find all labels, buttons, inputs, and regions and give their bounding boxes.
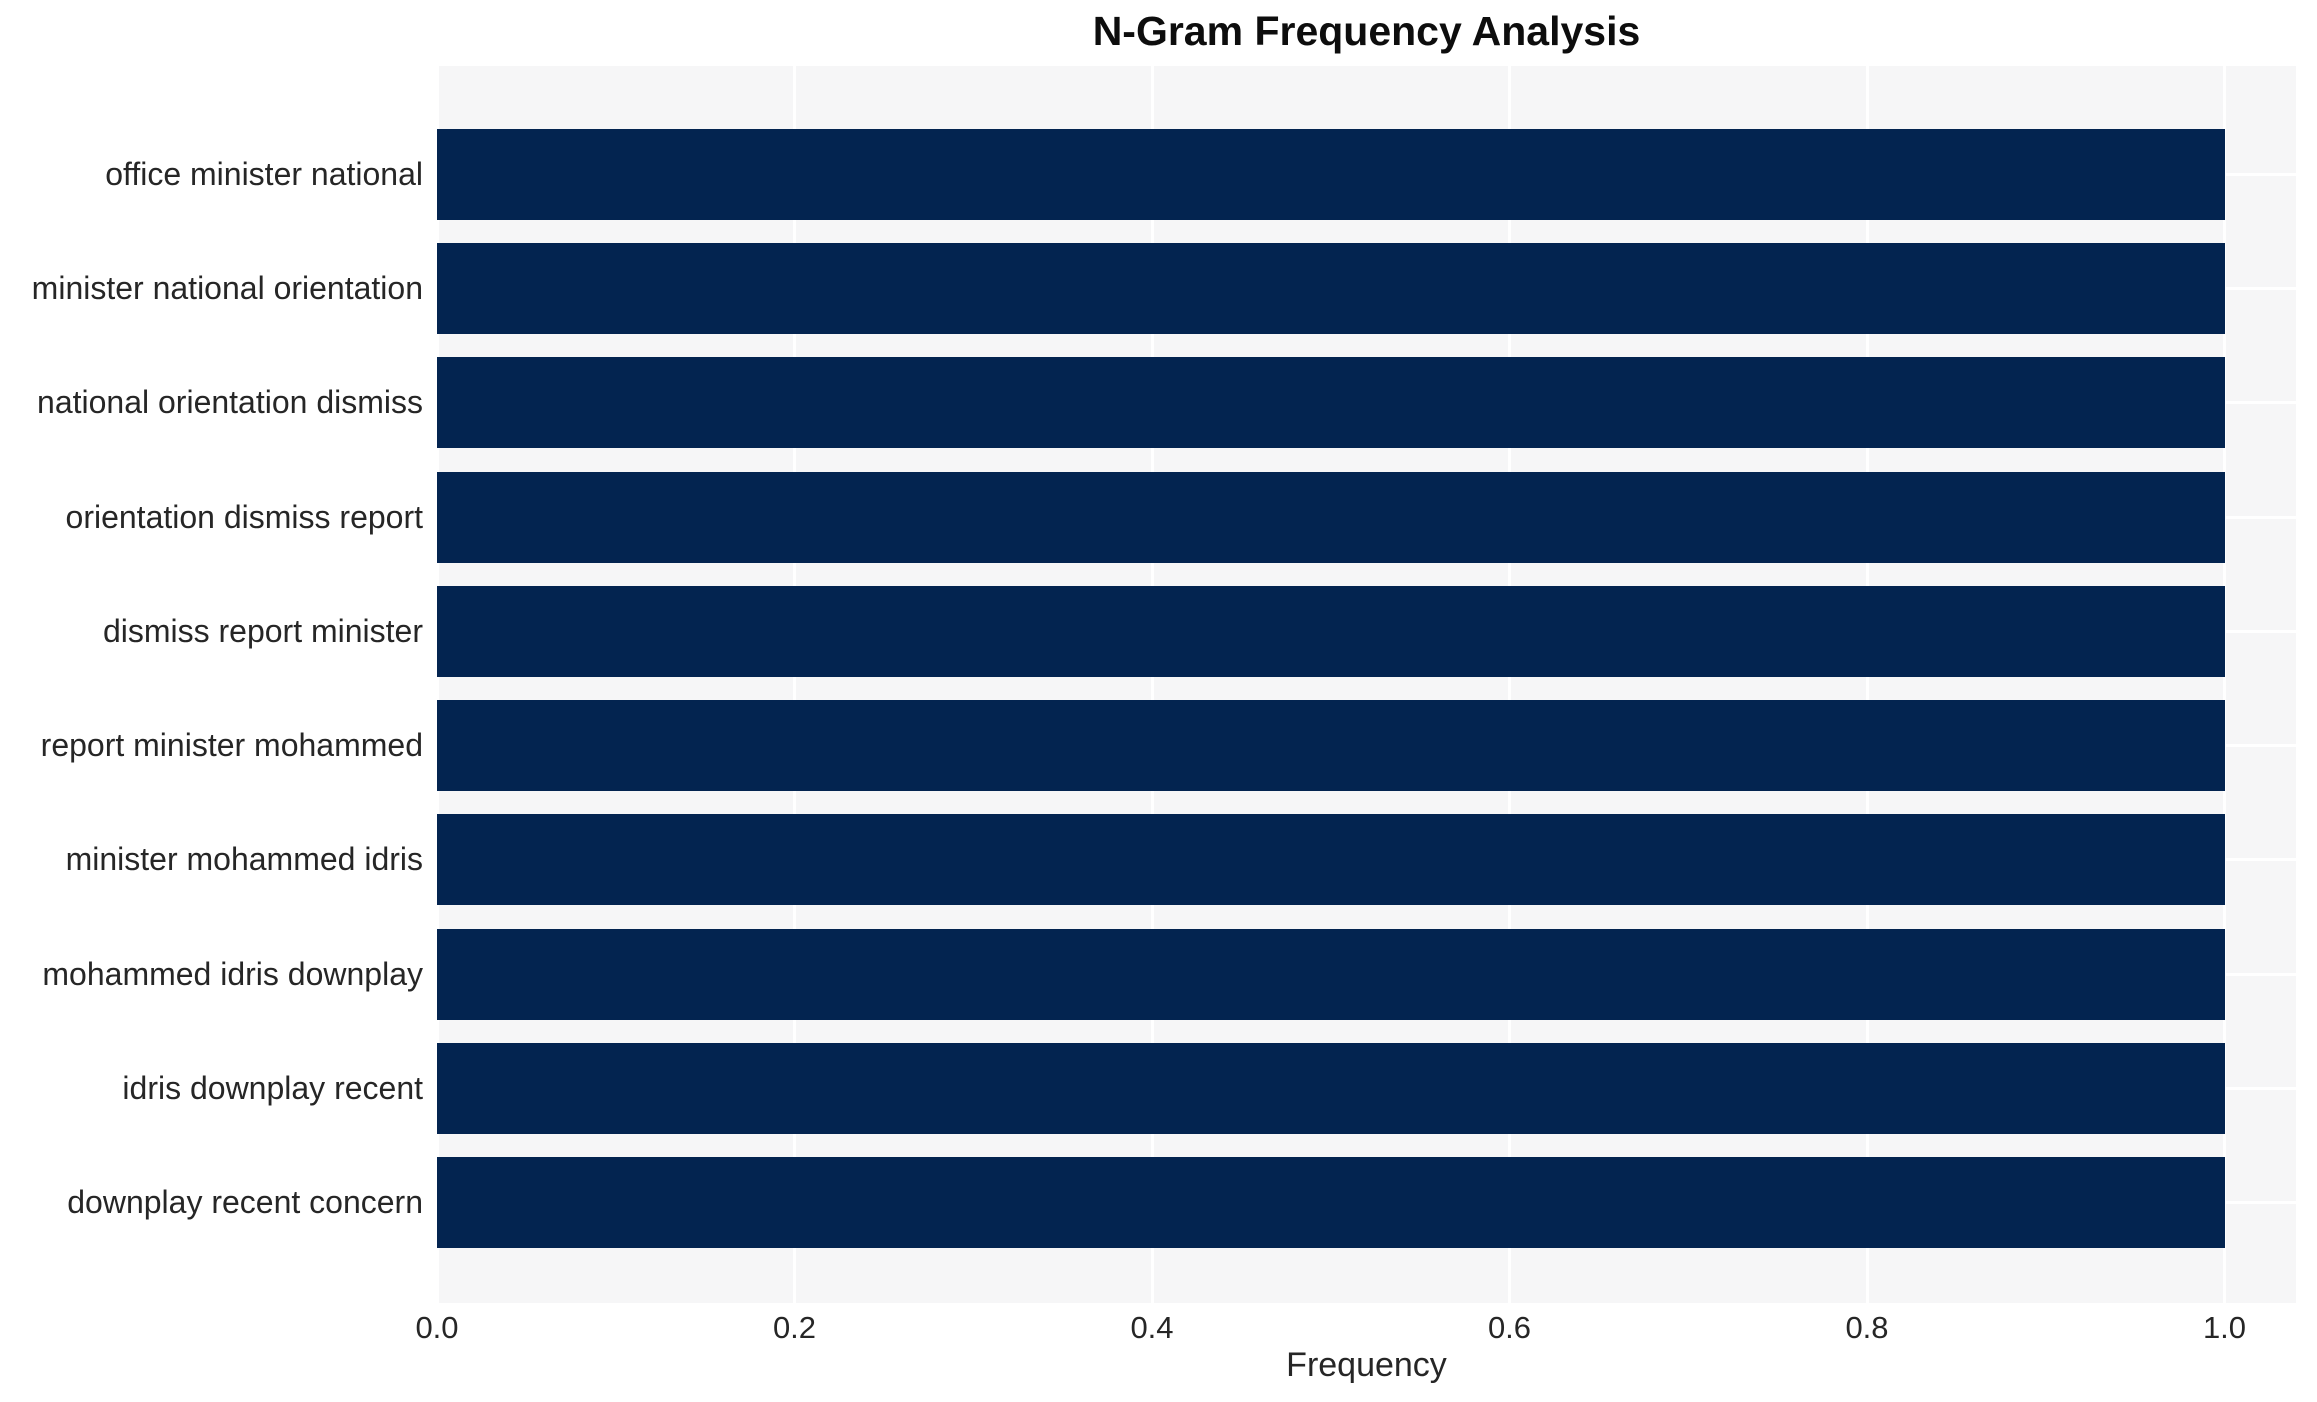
vertical-gridline <box>793 66 796 1303</box>
bar <box>437 928 2225 1020</box>
bar-row <box>437 1031 2296 1145</box>
bar <box>437 700 2225 792</box>
y-tick-row: minister mohammed idris <box>0 803 437 917</box>
x-tick-label: 0.6 <box>1487 1310 1532 1345</box>
vertical-gridline <box>1508 66 1511 1303</box>
bar-row <box>437 803 2296 917</box>
y-tick-label: mohammed idris downplay <box>42 955 423 992</box>
x-axis-title: Frequency <box>1286 1346 1447 1384</box>
y-tick-row: dismiss report minister <box>0 574 437 688</box>
x-tick-label: 1.0 <box>2202 1310 2247 1345</box>
x-tick-label: 0.4 <box>1130 1310 1174 1345</box>
vertical-gridline <box>1150 66 1154 1303</box>
bar-row <box>437 917 2296 1031</box>
bar <box>437 1157 2225 1249</box>
bar <box>437 1043 2225 1134</box>
x-axis-ticks: 0.0 0.2 0.4 0.6 0.8 1.0 <box>415 1310 2296 1350</box>
bar <box>437 357 2225 449</box>
y-tick-label: minister mohammed idris <box>65 841 423 878</box>
y-tick-label: national orientation dismiss <box>37 384 423 421</box>
y-tick-label: orientation dismiss report <box>65 498 423 535</box>
y-tick-row: national orientation dismiss <box>0 346 437 460</box>
y-tick-label: minister national orientation <box>31 269 423 306</box>
bar <box>437 128 2225 220</box>
x-tick-label: 0.8 <box>1845 1310 1889 1345</box>
y-tick-row: orientation dismiss report <box>0 460 437 574</box>
y-tick-row: report minister mohammed <box>0 688 437 802</box>
bar <box>437 471 2225 563</box>
bar-row <box>437 688 2296 802</box>
y-tick-row: minister national orientation <box>0 231 437 345</box>
vertical-gridline <box>2223 66 2226 1303</box>
x-tick-label: 0.0 <box>415 1310 459 1345</box>
chart-title: N-Gram Frequency Analysis <box>1092 8 1641 54</box>
plot-area <box>435 66 2296 1303</box>
y-tick-row: idris downplay recent <box>0 1031 437 1145</box>
bar-row <box>437 117 2296 231</box>
bar <box>437 814 2225 906</box>
bar <box>437 242 2225 334</box>
vertical-gridline <box>435 66 439 1303</box>
bar <box>437 585 2225 677</box>
y-tick-row: office minister national <box>0 117 437 231</box>
bar-row <box>437 574 2296 688</box>
bar-row <box>437 231 2296 345</box>
y-tick-row: mohammed idris downplay <box>0 917 437 1031</box>
bar-row <box>437 1146 2296 1260</box>
y-tick-label: report minister mohammed <box>40 727 423 764</box>
y-tick-label: dismiss report minister <box>102 612 423 649</box>
bar-row <box>437 346 2296 460</box>
vertical-gridline <box>1865 66 1869 1303</box>
bar-row <box>437 460 2296 574</box>
y-tick-label: office minister national <box>105 155 423 192</box>
bar-rows <box>437 66 2296 1303</box>
y-axis-labels: office minister national minister nationa… <box>0 66 437 1303</box>
y-tick-label: idris downplay recent <box>122 1070 423 1107</box>
y-tick-label: downplay recent concern <box>67 1184 423 1221</box>
y-tick-row: downplay recent concern <box>0 1146 437 1260</box>
x-tick-label: 0.2 <box>772 1310 817 1345</box>
